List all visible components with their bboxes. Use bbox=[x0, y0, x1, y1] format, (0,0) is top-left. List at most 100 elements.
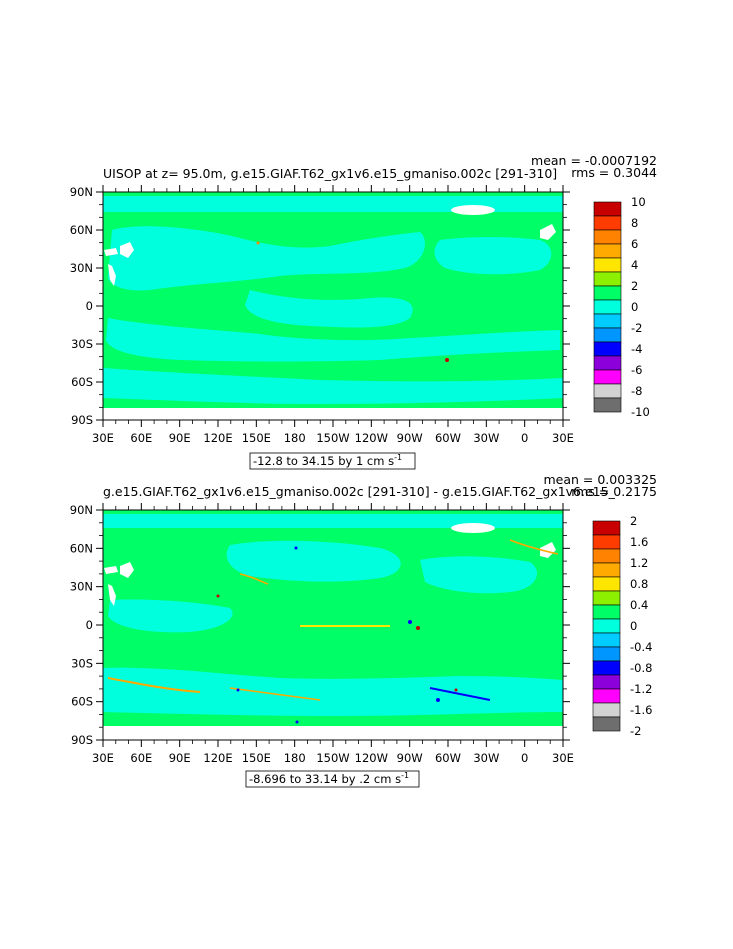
colorbar-label: 1.2 bbox=[630, 556, 648, 570]
x-tick-label: 90E bbox=[169, 431, 191, 445]
colorbar-label: -4 bbox=[631, 342, 642, 356]
colorbar-swatch bbox=[592, 716, 621, 732]
x-tick-label: 120W bbox=[355, 431, 388, 445]
colorbar-swatch bbox=[593, 257, 622, 273]
x-tick-label: 30W bbox=[473, 751, 499, 765]
colorbar-label: 0 bbox=[631, 300, 638, 314]
colorbar-swatch bbox=[593, 285, 622, 301]
x-tick-label: 120E bbox=[203, 431, 232, 445]
x-tick-label: 60W bbox=[435, 751, 461, 765]
colorbar-label: 2 bbox=[630, 514, 637, 528]
panel-2-mean: mean = 0.003325 bbox=[543, 472, 657, 487]
panel-2-current-band bbox=[429, 687, 491, 701]
colorbar-swatch bbox=[593, 215, 622, 231]
colorbar-swatch bbox=[593, 313, 622, 329]
colorbar-swatch bbox=[593, 327, 622, 343]
x-tick-label: 150W bbox=[316, 431, 349, 445]
colorbar-label: -0.8 bbox=[630, 661, 652, 675]
colorbar-swatch bbox=[592, 618, 621, 634]
y-tick-label: 0 bbox=[86, 299, 93, 313]
panel-1-ocean-patch bbox=[434, 237, 552, 275]
panel-1-rms: rms = 0.3044 bbox=[571, 165, 657, 180]
x-tick-label: 150E bbox=[242, 751, 271, 765]
colorbar-label: -10 bbox=[631, 405, 650, 419]
x-tick-label: 90W bbox=[397, 751, 423, 765]
colorbar-swatch bbox=[593, 243, 622, 259]
colorbar-swatch bbox=[593, 299, 622, 315]
panel-2-land-hole bbox=[108, 584, 116, 606]
panel-1-range-box bbox=[249, 452, 416, 470]
y-tick-label: 90S bbox=[71, 413, 93, 427]
colorbar-swatch bbox=[592, 646, 621, 662]
panel-2-feature bbox=[236, 688, 240, 692]
panel-2-feature bbox=[416, 626, 420, 630]
panel-2-feature bbox=[436, 698, 440, 702]
panel-1-ocean-patch bbox=[108, 226, 425, 291]
y-tick-label: 60N bbox=[70, 541, 93, 555]
panel-2-current-band bbox=[107, 677, 201, 693]
colorbar-label: 4 bbox=[631, 258, 638, 272]
panel-2-current-band bbox=[509, 539, 559, 555]
panel-1-colorbar: 10 8 6 4 2 0 -2 -4 -6 -8 -10 bbox=[593, 195, 650, 419]
panel-2-feature bbox=[454, 688, 458, 692]
panel-1-feature bbox=[445, 358, 449, 362]
colorbar-label: 8 bbox=[631, 216, 638, 230]
panel-1-mean: mean = -0.0007192 bbox=[531, 153, 657, 168]
colorbar-label: 0.8 bbox=[630, 577, 648, 591]
panel-1-title: UISOP at z= 95.0m, g.e15.GIAF.T62_gx1v6.… bbox=[103, 166, 557, 181]
panel-2-feature bbox=[295, 720, 299, 724]
panel-2-ocean-patch bbox=[420, 556, 538, 594]
y-tick-label: 90S bbox=[71, 733, 93, 747]
colorbar-label: -1.2 bbox=[630, 682, 652, 696]
x-tick-label: 0 bbox=[521, 751, 528, 765]
panel-1-range-label: -12.8 to 34.15 by 1 cm s-1 bbox=[253, 453, 402, 468]
x-tick-label: 180 bbox=[284, 431, 306, 445]
panel-1-sea-ice bbox=[451, 205, 495, 215]
panel-2-range-box bbox=[245, 770, 420, 788]
colorbar-swatch bbox=[592, 660, 621, 676]
panel-2-feature bbox=[294, 546, 298, 550]
x-tick-label: 150W bbox=[316, 751, 349, 765]
x-tick-label: 150E bbox=[242, 431, 271, 445]
panel-2-land-hole bbox=[540, 542, 556, 558]
y-tick-label: 60N bbox=[70, 223, 93, 237]
colorbar-swatch bbox=[593, 201, 622, 217]
y-tick-label: 60S bbox=[71, 695, 93, 709]
panel-1-polar-ocean bbox=[103, 196, 563, 212]
panel-2-feature bbox=[216, 594, 220, 598]
colorbar-swatch bbox=[593, 355, 622, 371]
y-tick-label: 30N bbox=[70, 580, 93, 594]
x-tick-label: 30E bbox=[92, 751, 114, 765]
colorbar-swatch bbox=[593, 397, 622, 413]
panel-1-land-hole bbox=[108, 264, 116, 286]
colorbar-swatch bbox=[592, 702, 621, 718]
colorbar-label: -6 bbox=[631, 363, 642, 377]
panel-1-antarctica bbox=[103, 408, 563, 420]
panel-2-title: g.e15.GIAF.T62_gx1v6.e15_gmaniso.002c [2… bbox=[103, 484, 616, 499]
colorbar-swatch bbox=[592, 632, 621, 648]
colorbar-label: -2 bbox=[631, 321, 642, 335]
panel-2: mean = 0.003325 rms = 0.2175 g.e15.GIAF.… bbox=[70, 472, 657, 788]
colorbar-label: -1.6 bbox=[630, 703, 652, 717]
colorbar-swatch bbox=[592, 688, 621, 704]
x-tick-label: 30E bbox=[552, 751, 574, 765]
colorbar-swatch bbox=[593, 341, 622, 357]
panel-2-ocean-patch bbox=[108, 599, 233, 633]
panel-2-ocean-patch bbox=[226, 540, 401, 582]
panel-2-sea-ice bbox=[451, 523, 495, 533]
panel-1-ocean-patch bbox=[103, 368, 563, 404]
x-tick-label: 90W bbox=[397, 431, 423, 445]
panel-1-ocean-patch bbox=[245, 290, 413, 328]
x-tick-label: 30W bbox=[473, 431, 499, 445]
y-tick-label: 90N bbox=[70, 503, 93, 517]
x-tick-label: 180 bbox=[284, 751, 306, 765]
panel-1-feature bbox=[256, 241, 260, 245]
panel-1-ocean-patch bbox=[106, 318, 560, 362]
y-tick-label: 0 bbox=[86, 618, 93, 632]
colorbar-swatch bbox=[592, 604, 621, 620]
colorbar-swatch bbox=[593, 369, 622, 385]
x-tick-label: 60E bbox=[130, 431, 152, 445]
panel-2-map bbox=[103, 510, 563, 740]
panel-1-axes: 30E 60E 90E 120E 150E 180 150W 120W 90W 60W 30W 0 30… bbox=[70, 185, 574, 445]
